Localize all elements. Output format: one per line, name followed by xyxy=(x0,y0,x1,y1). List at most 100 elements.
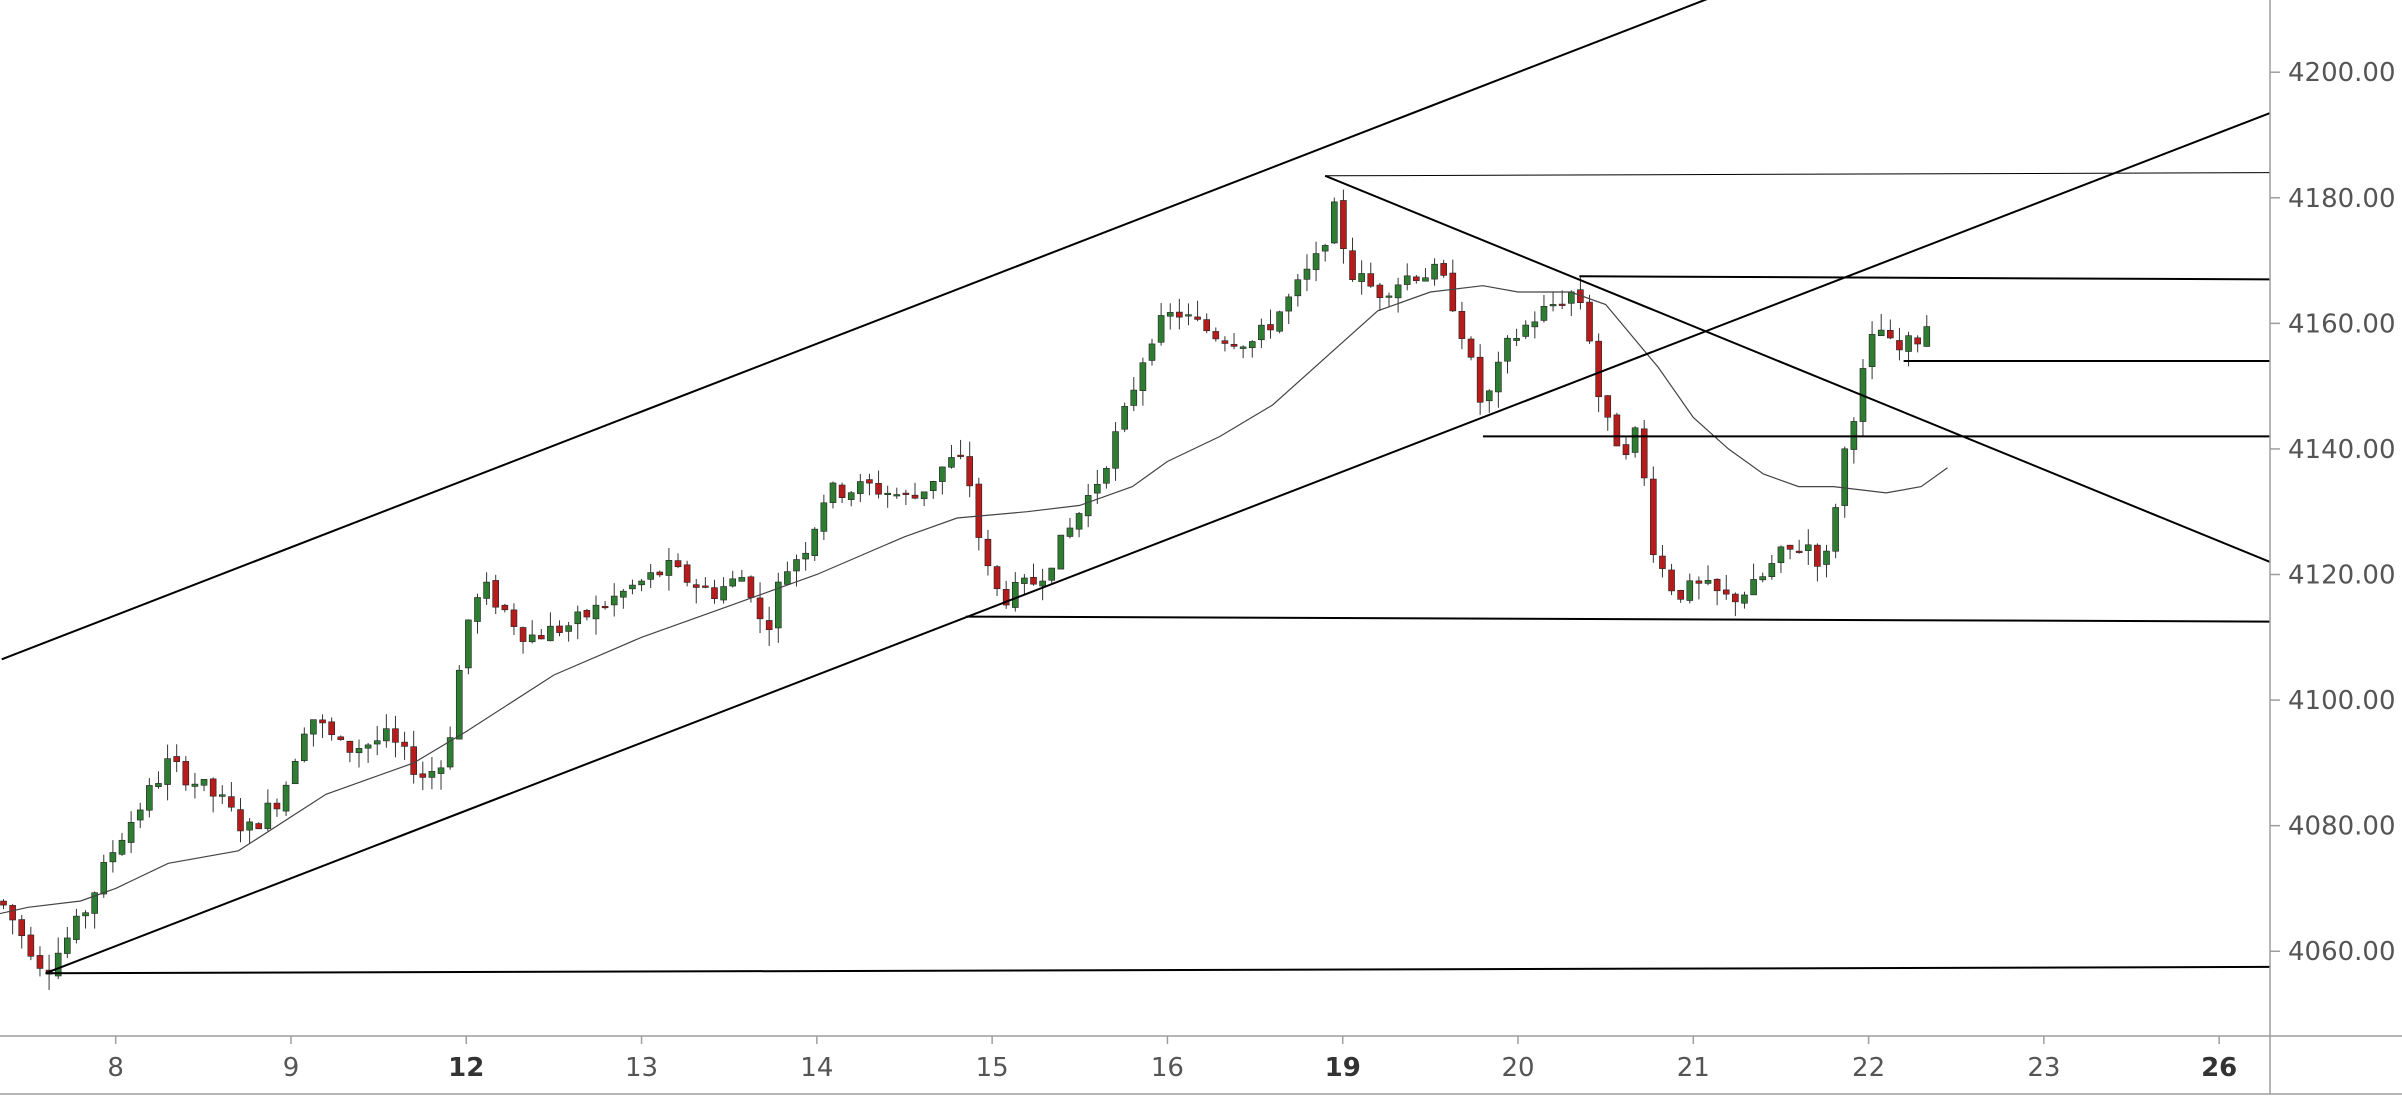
candle xyxy=(1823,544,1830,578)
candle xyxy=(610,583,618,617)
candle xyxy=(556,620,563,637)
candle-body xyxy=(948,457,955,468)
time-tick-label: 13 xyxy=(625,1053,658,1083)
candle-body xyxy=(729,578,737,587)
candle xyxy=(884,485,891,508)
candle xyxy=(73,908,80,944)
candle xyxy=(1449,259,1457,313)
candle xyxy=(465,619,472,675)
candle-body xyxy=(1294,279,1302,297)
candle xyxy=(1203,313,1210,334)
candle-body xyxy=(1686,580,1694,601)
candle xyxy=(1294,273,1302,307)
candle-body xyxy=(629,584,636,590)
candle-body xyxy=(1075,513,1083,530)
candle xyxy=(1841,446,1849,518)
price-tick-label: 4080.00 xyxy=(2288,812,2396,842)
candle xyxy=(373,725,381,756)
candle xyxy=(911,482,919,500)
candle-body xyxy=(1841,448,1849,506)
candle-body xyxy=(1540,306,1548,321)
candle-body xyxy=(9,905,16,921)
candle xyxy=(1795,539,1803,554)
candle-body xyxy=(1732,593,1739,603)
candle-body xyxy=(18,919,26,937)
candle xyxy=(91,891,98,929)
candle xyxy=(1786,544,1794,560)
candle-body xyxy=(510,609,518,627)
candle-body xyxy=(1549,304,1557,307)
candle xyxy=(1558,290,1566,310)
candle-body xyxy=(674,560,682,568)
candle xyxy=(519,626,527,654)
candle xyxy=(875,470,882,499)
candle xyxy=(966,441,974,498)
candle-body xyxy=(1677,590,1684,600)
candle xyxy=(501,603,509,613)
time-tick-label: 22 xyxy=(1852,1053,1885,1083)
candle-body xyxy=(109,852,117,863)
candle-body xyxy=(1923,326,1931,347)
candle-body xyxy=(492,580,500,608)
candle-body xyxy=(1741,594,1748,604)
candle xyxy=(1002,580,1010,609)
candle-body xyxy=(127,822,135,843)
candle xyxy=(1066,518,1074,539)
candle xyxy=(1814,543,1821,582)
candle-body xyxy=(1449,272,1457,312)
plot-area xyxy=(0,0,2270,990)
candle xyxy=(1112,422,1119,481)
candle xyxy=(401,731,408,760)
candle-body xyxy=(1522,324,1530,337)
candle xyxy=(1695,576,1703,600)
candle xyxy=(547,612,554,642)
candle-body xyxy=(556,625,563,633)
candle xyxy=(1413,274,1420,284)
candle-body xyxy=(1148,343,1156,361)
price-tick-label: 4060.00 xyxy=(2288,937,2396,967)
candle-body xyxy=(1832,507,1839,552)
candle-body xyxy=(574,611,582,625)
candle xyxy=(1868,321,1876,380)
candle xyxy=(1075,511,1083,538)
candle-body xyxy=(920,491,928,500)
candle xyxy=(638,578,645,592)
candle-body xyxy=(218,794,226,797)
candle xyxy=(1704,565,1712,586)
candle xyxy=(939,466,946,495)
candle xyxy=(1094,469,1101,504)
candle xyxy=(1677,589,1684,603)
candle-body xyxy=(401,741,408,747)
candle-body xyxy=(1030,577,1037,585)
candle-body xyxy=(264,802,272,829)
price-axis: 4060.00 4080.00 4100.00 4120.00 4140.00 4160.… xyxy=(2270,58,2396,967)
candle xyxy=(1039,568,1046,601)
candle xyxy=(1659,544,1666,578)
candle xyxy=(319,714,326,739)
candle xyxy=(282,781,290,816)
candle xyxy=(1686,573,1694,604)
candle xyxy=(246,818,253,844)
candle-body xyxy=(838,484,846,498)
candle-body xyxy=(1212,331,1220,340)
candle xyxy=(291,758,299,785)
candle-body xyxy=(1777,546,1785,563)
candle-body xyxy=(1531,321,1539,328)
time-tick-label: 20 xyxy=(1501,1053,1534,1083)
candle-body xyxy=(1011,581,1019,608)
candle-body xyxy=(1002,589,1010,606)
candle-body xyxy=(1440,263,1447,276)
candle xyxy=(155,771,162,789)
candle-body xyxy=(1814,544,1821,567)
candle xyxy=(109,840,117,873)
candle xyxy=(1713,578,1721,606)
candle xyxy=(1157,303,1165,346)
candle-body xyxy=(1066,527,1074,537)
candle xyxy=(720,577,727,604)
candle xyxy=(474,593,481,634)
candle-body xyxy=(1640,428,1648,479)
candle xyxy=(64,926,71,959)
candle xyxy=(1476,344,1484,415)
